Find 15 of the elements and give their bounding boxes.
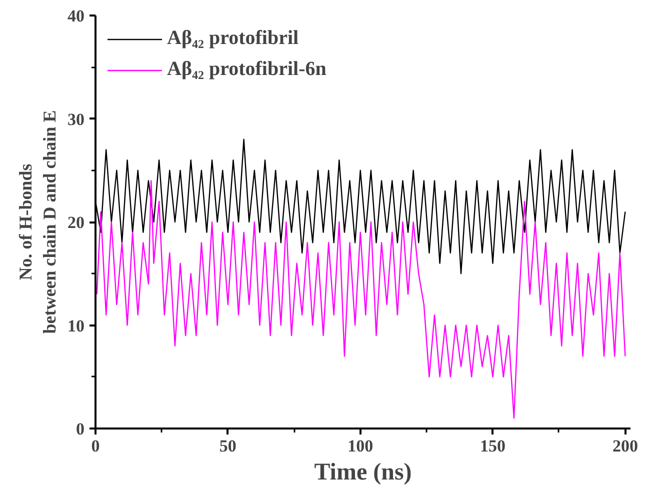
y-tick-label: 10	[68, 316, 84, 336]
y-tick-label: 20	[68, 213, 84, 232]
x-tick-label: 150	[480, 436, 506, 456]
x-tick-label: 0	[91, 436, 100, 456]
legend-label: Aβ₄₂ protofibril	[167, 27, 299, 50]
legend-label: Aβ₄₂ protofibril-6n	[167, 58, 326, 81]
x-tick-label: 50	[219, 436, 236, 456]
y-axis-title: No. of H-bonds between chain D and chain E	[16, 110, 60, 334]
x-tick-label: 100	[348, 436, 374, 456]
x-tick-label: 200	[612, 436, 638, 456]
y-tick-label: 30	[68, 110, 84, 129]
y-tick-label: 0	[76, 420, 84, 438]
y-tick-label: 40	[68, 6, 84, 26]
line-series	[96, 180, 626, 419]
x-axis-title: Time (ns)	[314, 460, 412, 486]
